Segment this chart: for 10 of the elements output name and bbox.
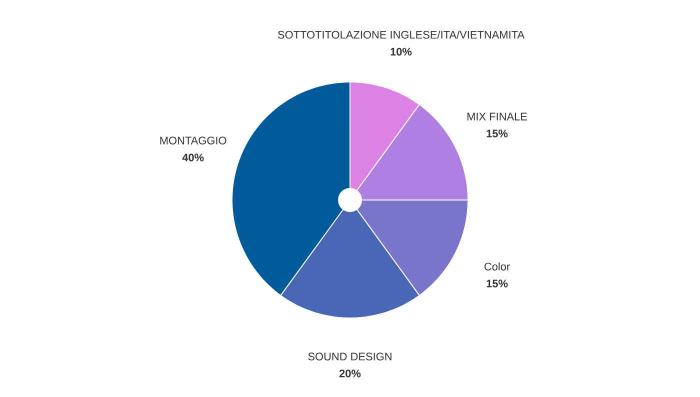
data-label: 10%: [390, 48, 412, 56]
data-label: 15%: [486, 280, 508, 288]
slice-label: SOTTOTITOLAZIONE INGLESE/ITA/VIETNAMITA: [278, 30, 525, 39]
slice-label: SOUND DESIGN: [308, 352, 392, 360]
slice-label: MIX FINALE: [467, 112, 527, 120]
slice-label: Color: [484, 262, 510, 270]
data-label: 20%: [339, 370, 361, 378]
data-label: 15%: [486, 130, 508, 138]
slice-label: MONTAGGIO: [160, 136, 226, 144]
data-label: 40%: [182, 154, 204, 162]
